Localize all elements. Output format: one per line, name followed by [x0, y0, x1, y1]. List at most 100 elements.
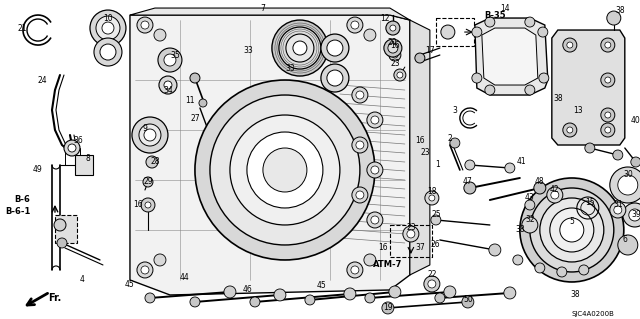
Circle shape	[485, 85, 495, 95]
Polygon shape	[482, 28, 538, 85]
Circle shape	[441, 25, 455, 39]
Text: 14: 14	[500, 4, 509, 12]
Circle shape	[144, 129, 156, 141]
Text: SJC4A0200B: SJC4A0200B	[572, 311, 615, 317]
Text: 37: 37	[415, 243, 425, 252]
Circle shape	[145, 202, 151, 208]
Circle shape	[367, 112, 383, 128]
Circle shape	[102, 22, 114, 34]
Circle shape	[154, 29, 166, 41]
Circle shape	[351, 266, 359, 274]
Circle shape	[534, 182, 546, 194]
Circle shape	[485, 17, 495, 27]
Circle shape	[159, 76, 177, 94]
Circle shape	[472, 27, 482, 37]
Text: 26: 26	[430, 241, 440, 249]
Circle shape	[605, 77, 611, 83]
Polygon shape	[410, 20, 430, 275]
Circle shape	[388, 43, 398, 53]
Circle shape	[164, 54, 176, 66]
Circle shape	[132, 117, 168, 153]
Circle shape	[614, 206, 622, 214]
Circle shape	[431, 215, 441, 225]
Circle shape	[631, 157, 640, 167]
Circle shape	[286, 34, 314, 62]
Text: 8: 8	[86, 153, 90, 162]
Circle shape	[394, 69, 406, 81]
Circle shape	[415, 53, 425, 63]
Text: 40: 40	[631, 115, 640, 124]
Circle shape	[504, 287, 516, 299]
Text: 28: 28	[150, 158, 160, 167]
Circle shape	[68, 144, 76, 152]
Circle shape	[472, 73, 482, 83]
Text: 35: 35	[170, 50, 180, 60]
Text: 43: 43	[525, 194, 534, 203]
Circle shape	[390, 25, 396, 31]
Circle shape	[352, 187, 368, 203]
Circle shape	[538, 27, 548, 37]
Text: Fr.: Fr.	[49, 293, 61, 303]
Circle shape	[141, 198, 155, 212]
Circle shape	[525, 17, 535, 27]
Text: 30: 30	[623, 170, 633, 180]
Circle shape	[356, 141, 364, 149]
Text: 17: 17	[425, 46, 435, 55]
Circle shape	[356, 191, 364, 199]
Circle shape	[605, 112, 611, 118]
Circle shape	[210, 95, 360, 245]
Circle shape	[539, 73, 549, 83]
Circle shape	[141, 266, 149, 274]
Circle shape	[274, 289, 286, 301]
FancyBboxPatch shape	[55, 215, 77, 243]
Circle shape	[513, 255, 523, 265]
Text: 16: 16	[133, 200, 143, 210]
Circle shape	[96, 16, 120, 40]
Circle shape	[146, 156, 158, 168]
Circle shape	[190, 297, 200, 307]
Circle shape	[547, 187, 563, 203]
Circle shape	[365, 293, 375, 303]
Circle shape	[560, 218, 584, 242]
Circle shape	[610, 167, 640, 203]
Circle shape	[344, 288, 356, 300]
Text: 18: 18	[427, 188, 436, 197]
Circle shape	[352, 137, 368, 153]
Circle shape	[567, 42, 573, 48]
Text: 6: 6	[622, 235, 627, 244]
Text: 16: 16	[378, 243, 388, 252]
Circle shape	[384, 39, 402, 57]
Text: 29: 29	[143, 177, 153, 187]
Circle shape	[321, 34, 349, 62]
Circle shape	[601, 73, 615, 87]
Circle shape	[247, 132, 323, 208]
Text: 38: 38	[553, 93, 563, 102]
Circle shape	[525, 85, 535, 95]
Text: 2: 2	[447, 134, 452, 143]
Text: B-35: B-35	[484, 11, 506, 19]
Circle shape	[397, 72, 403, 78]
Text: ATM-7: ATM-7	[373, 261, 403, 270]
Circle shape	[224, 286, 236, 298]
Circle shape	[154, 254, 166, 266]
Text: 23: 23	[406, 224, 416, 233]
Circle shape	[585, 143, 595, 153]
Circle shape	[464, 182, 476, 194]
Text: 13: 13	[573, 106, 582, 115]
Text: 36: 36	[73, 136, 83, 145]
Text: 38: 38	[570, 291, 580, 300]
Text: 24: 24	[37, 76, 47, 85]
Circle shape	[230, 115, 340, 225]
Circle shape	[551, 191, 559, 199]
Text: 19: 19	[383, 303, 393, 312]
Circle shape	[137, 262, 153, 278]
Circle shape	[425, 191, 439, 205]
Circle shape	[618, 235, 638, 255]
Circle shape	[525, 200, 535, 210]
FancyBboxPatch shape	[75, 155, 93, 175]
Text: 34: 34	[163, 85, 173, 94]
Text: 3: 3	[452, 106, 458, 115]
Text: 22: 22	[427, 271, 436, 279]
Circle shape	[371, 116, 379, 124]
Circle shape	[272, 20, 328, 76]
